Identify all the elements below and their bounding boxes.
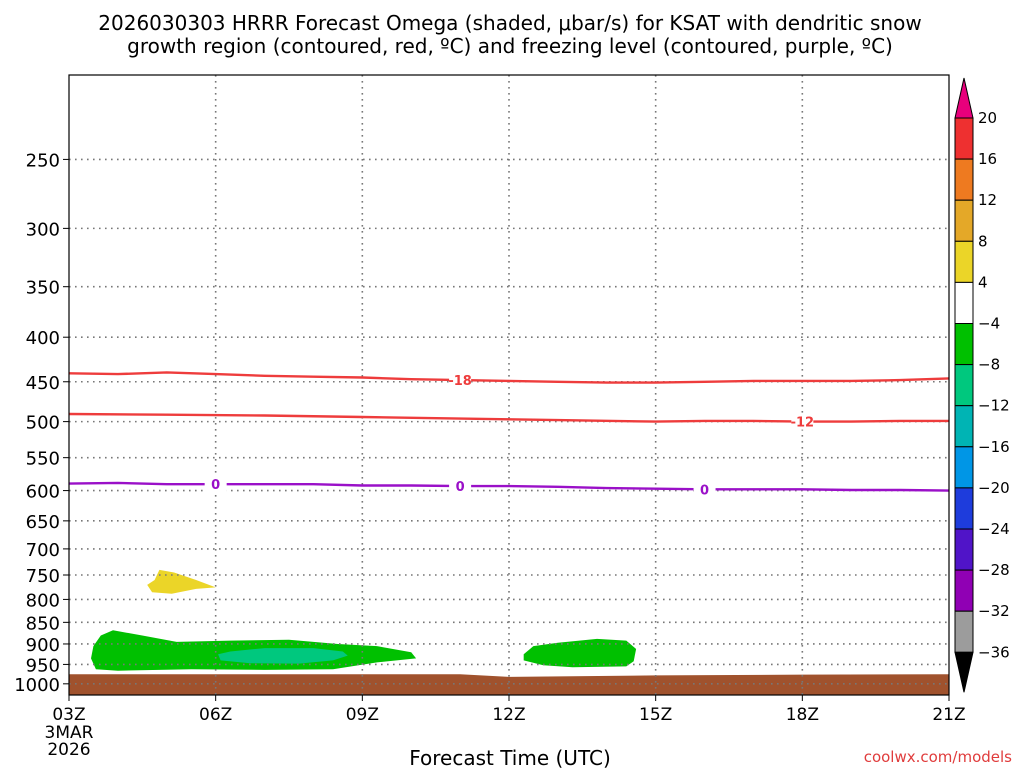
y-tick-label: 950: [26, 655, 60, 676]
colorbar-swatch: [954, 569, 974, 612]
colorbar-label: −20: [978, 479, 1010, 497]
colorbar-swatch: [954, 117, 974, 160]
colorbar-label: −8: [978, 356, 1000, 374]
y-tick-label: 900: [26, 635, 60, 656]
terrain-layer: [69, 674, 949, 695]
y-tick-label: 450: [26, 373, 60, 394]
plot-area: [69, 75, 949, 695]
colorbar-top-arrow: [954, 77, 974, 119]
shaded-area-3: [218, 648, 348, 664]
shaded-area-0: [147, 569, 216, 594]
y-tick-label: 550: [26, 449, 60, 470]
contour-label: -18: [448, 374, 472, 389]
y-tick-label: 750: [26, 566, 60, 587]
contour-label-bg: [693, 481, 716, 498]
contour-label: 0: [211, 478, 220, 493]
colorbar-label: 4: [978, 273, 988, 291]
colorbar-label: 16: [978, 150, 997, 168]
colorbar-swatch: [954, 240, 974, 283]
x-tick-label: 21Z: [932, 705, 965, 725]
colorbar-bottom-arrow: [954, 651, 974, 693]
colorbar-swatch: [954, 528, 974, 571]
y-tick-label: 700: [26, 540, 60, 561]
y-tick-label: 400: [26, 328, 60, 349]
contour-label: 0: [700, 483, 709, 498]
colorbar-label: −24: [978, 520, 1010, 538]
temperature-contours: -18 -12 0 0 0: [68, 371, 950, 498]
colorbar-swatch: [954, 281, 974, 324]
y-tick-label: 600: [26, 482, 60, 503]
colorbar-label: 8: [978, 232, 988, 250]
contour-line--18: [68, 371, 950, 384]
colorbar-label: −32: [978, 602, 1010, 620]
y-tick-label: 850: [26, 613, 60, 634]
plot-background: [69, 75, 949, 695]
colorbar-label: −36: [978, 643, 1010, 661]
colorbar-swatch: [954, 487, 974, 530]
y-tick-label: 650: [26, 512, 60, 533]
colorbar-label: 20: [978, 109, 997, 127]
colorbar-label: −16: [978, 438, 1010, 456]
contour-label-bg: [449, 372, 472, 389]
colorbar-label: −12: [978, 397, 1010, 415]
x-tick-label: 06Z: [199, 705, 232, 725]
colorbar-swatch: [954, 158, 974, 201]
x-tick-label: 12Z: [492, 705, 525, 725]
omega-shading: [91, 569, 637, 671]
y-axis-ticks: 2503003504004505005506006507007508008509…: [14, 150, 69, 696]
colorbar-label: −28: [978, 561, 1010, 579]
chart-title-line-2: growth region (contoured, red, ºC) and f…: [127, 34, 893, 58]
colorbar-swatch: [954, 364, 974, 407]
colorbar-swatch: [954, 199, 974, 242]
x-tick-label: 03Z: [52, 705, 85, 725]
colorbar: 20 16 12 8 4 −4 −8 −12 −16 −20 −24 −28 −32 −36: [954, 77, 1010, 693]
y-tick-label: 800: [26, 590, 60, 611]
colorbar-label: 12: [978, 191, 997, 209]
colorbar-swatch: [954, 323, 974, 366]
chart-title-line-1: 2026030303 HRRR Forecast Omega (shaded, …: [98, 11, 921, 35]
y-tick-label: 500: [26, 413, 60, 434]
x-tick-label: 18Z: [786, 705, 819, 725]
x-start-date-label: 2026: [47, 740, 90, 760]
contour-label: -12: [791, 416, 815, 431]
y-tick-label: 300: [26, 219, 60, 240]
y-tick-label: 350: [26, 278, 60, 299]
x-tick-label: 15Z: [639, 705, 672, 725]
x-start-date-label: 3MAR: [45, 723, 94, 743]
credit-text: coolwx.com/models: [864, 748, 1012, 766]
x-axis-label: Forecast Time (UTC): [409, 746, 611, 768]
colorbar-label: −4: [978, 315, 1000, 333]
contour-line--12: [68, 412, 949, 423]
y-tick-label: 250: [26, 150, 60, 171]
x-tick-label: 09Z: [346, 705, 379, 725]
contour-label: 0: [456, 480, 465, 495]
colorbar-swatch: [954, 446, 974, 489]
contour-label-bg: [791, 413, 814, 430]
shaded-area-2: [523, 638, 637, 668]
colorbar-swatch: [954, 610, 974, 653]
terrain-fill: [69, 674, 949, 695]
y-tick-label: 1000: [14, 675, 60, 696]
colorbar-swatch: [954, 405, 974, 448]
contour-label-bg: [204, 476, 227, 493]
contour-label-bg: [449, 478, 472, 495]
